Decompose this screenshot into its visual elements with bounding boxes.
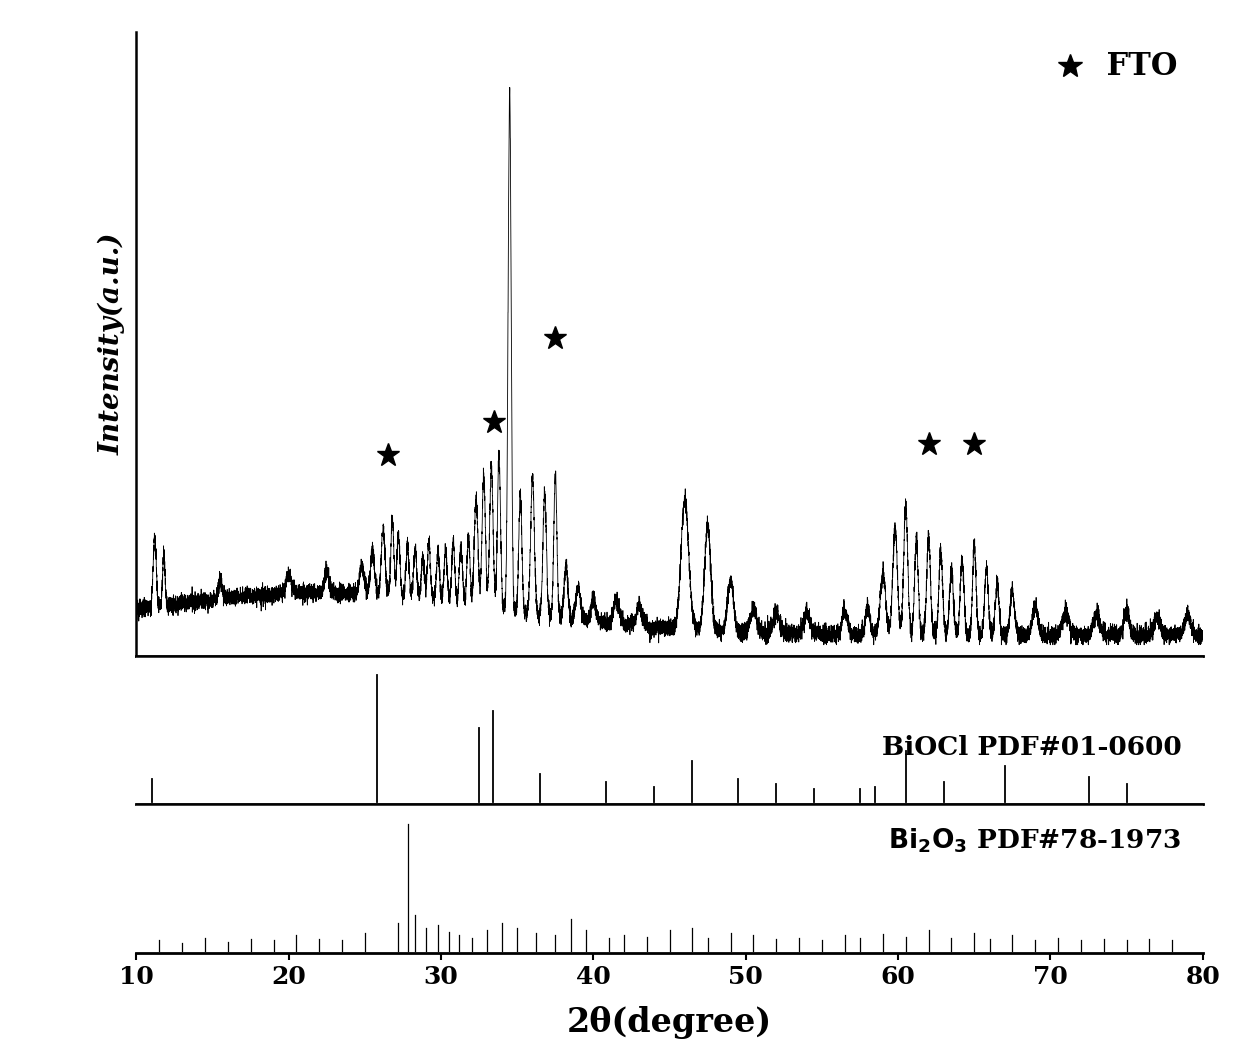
X-axis label: 2θ(degree): 2θ(degree) bbox=[567, 1006, 773, 1039]
Text: FTO: FTO bbox=[1096, 51, 1178, 82]
Text: BiOCl PDF#01-0600: BiOCl PDF#01-0600 bbox=[882, 735, 1182, 760]
Y-axis label: Intensity(a.u.): Intensity(a.u.) bbox=[98, 233, 125, 455]
Text: $\mathbf{Bi_2O_3}$ PDF#78-1973: $\mathbf{Bi_2O_3}$ PDF#78-1973 bbox=[888, 827, 1182, 856]
